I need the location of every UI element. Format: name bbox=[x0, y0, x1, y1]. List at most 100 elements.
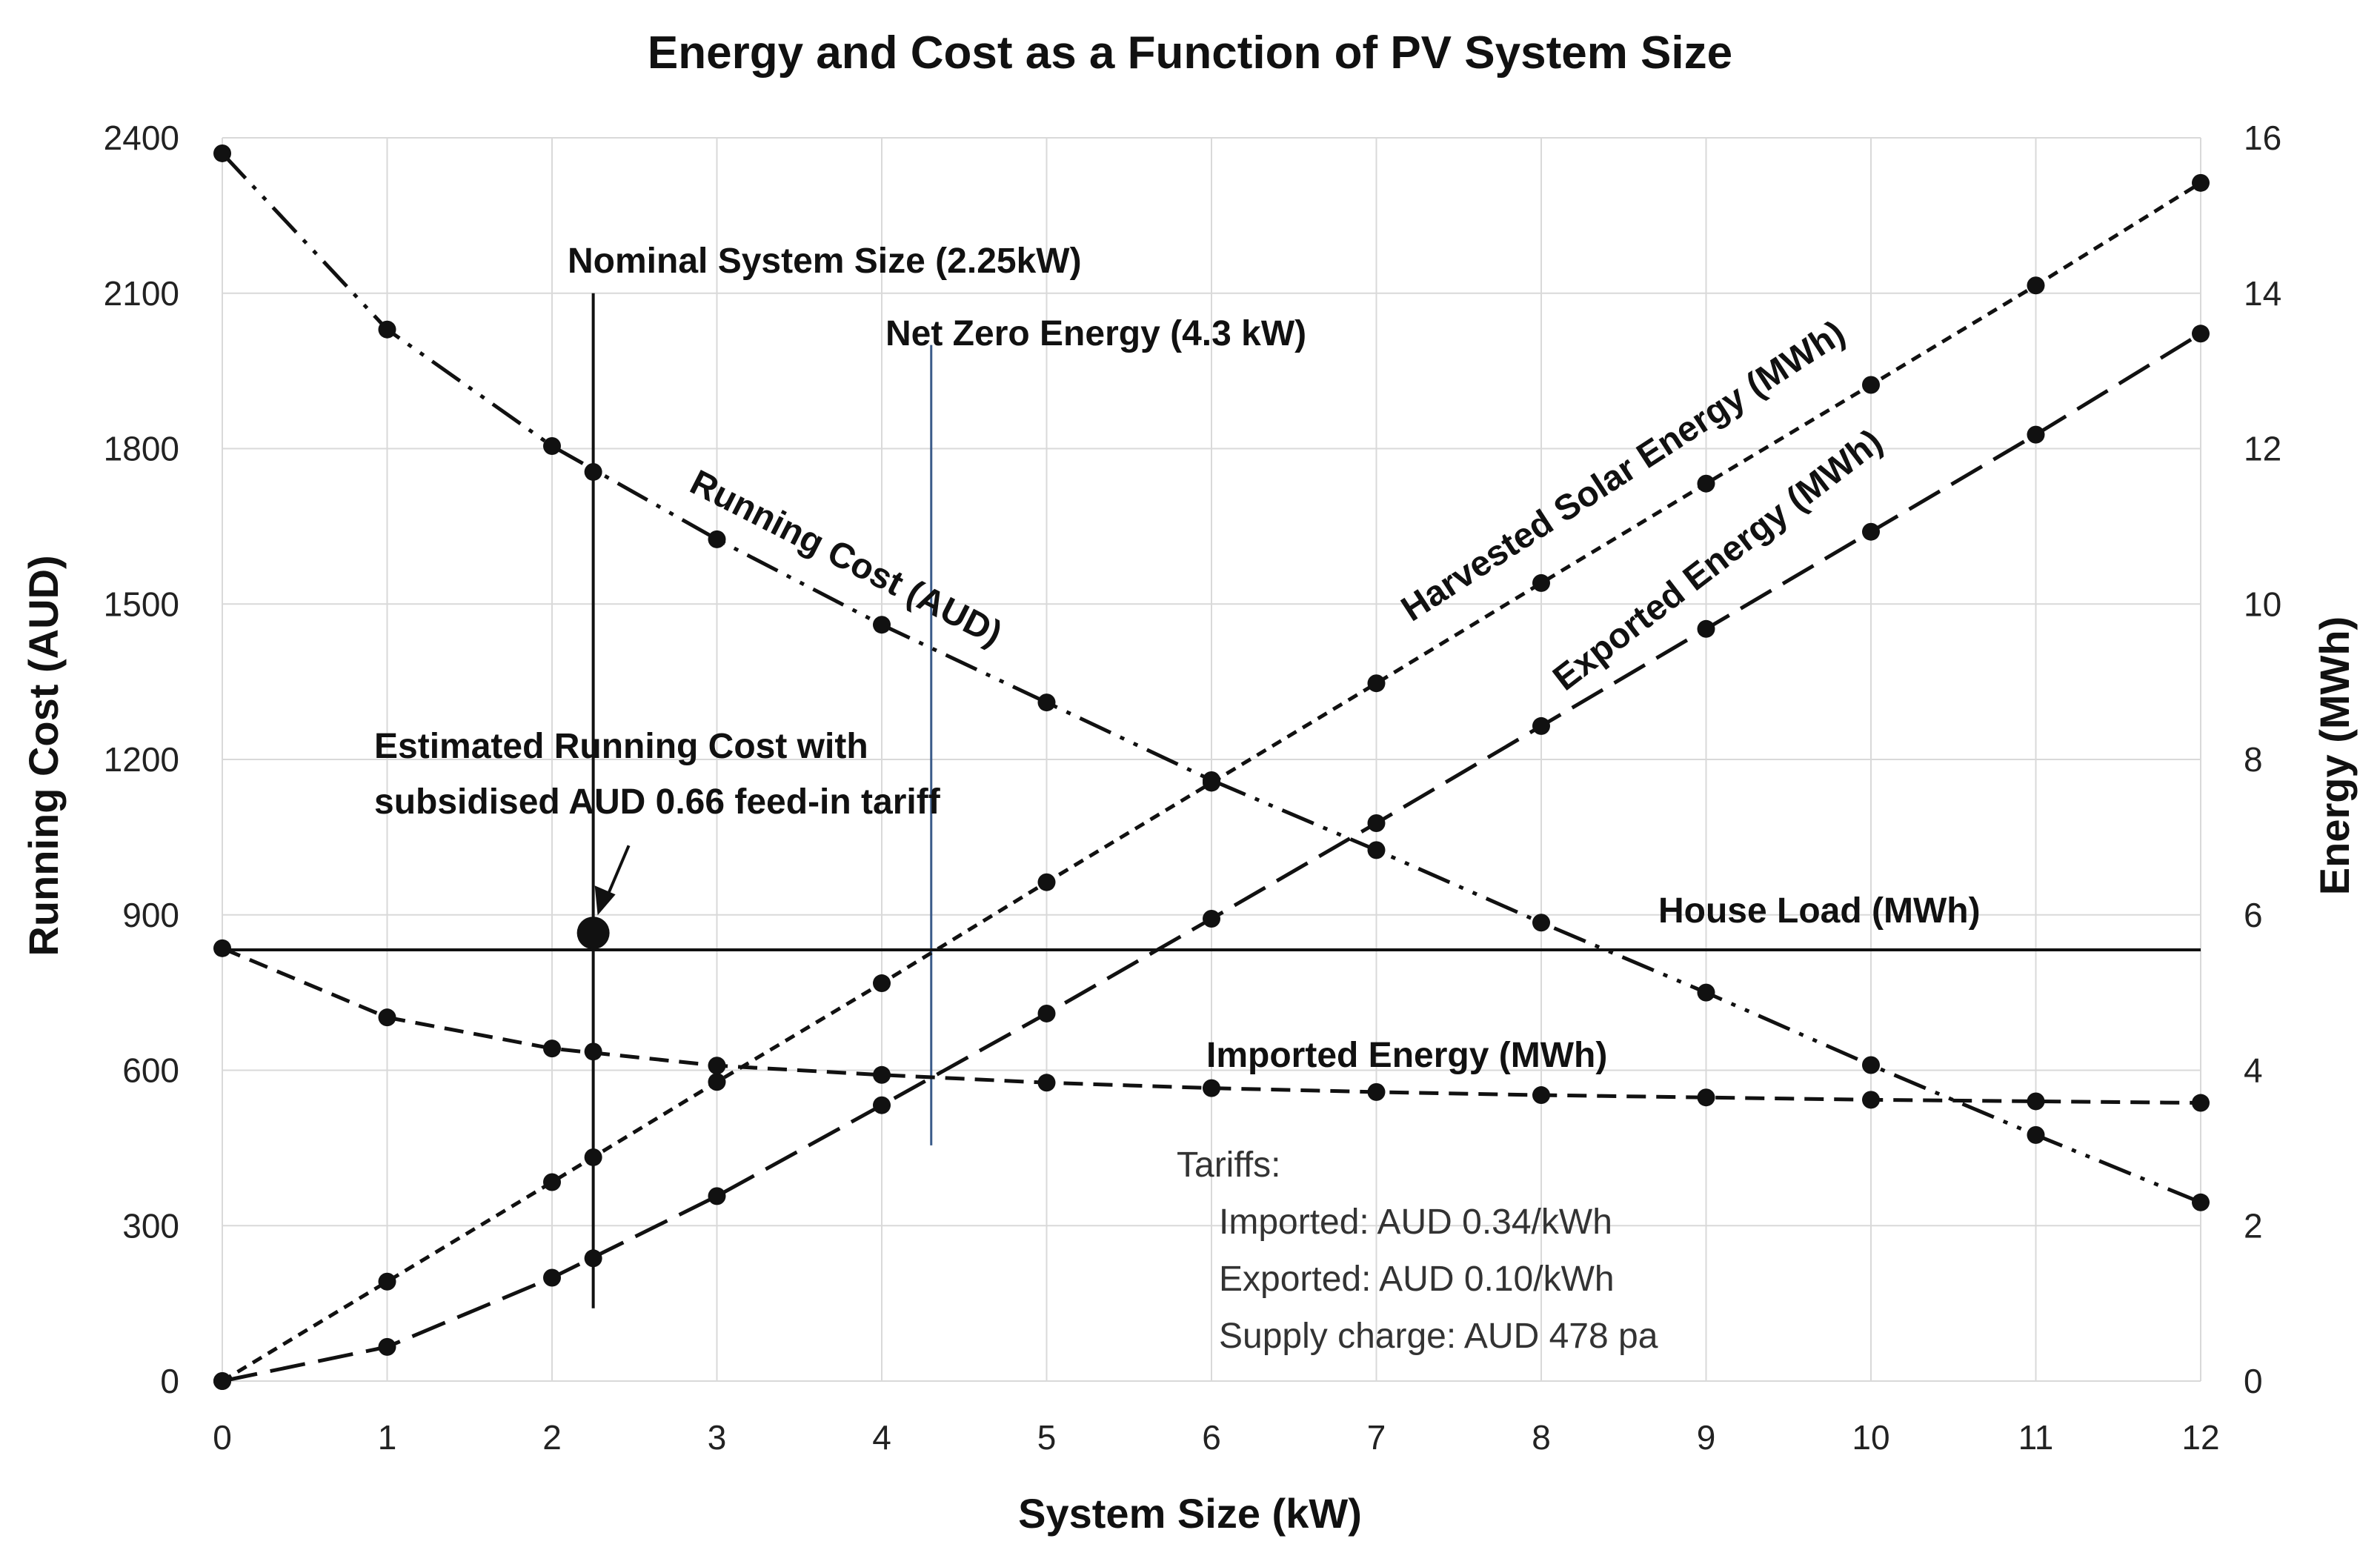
point-s0-8 bbox=[1532, 914, 1550, 932]
point-s0-7 bbox=[1367, 841, 1386, 859]
point-s2-8 bbox=[1532, 716, 1550, 735]
y-tick-label-8: 2400 bbox=[104, 119, 179, 157]
y2-tick-label-3: 6 bbox=[2244, 896, 2263, 934]
y2-tick-label-6: 12 bbox=[2244, 430, 2281, 468]
point-s0-9 bbox=[1697, 983, 1715, 1002]
point-s1-10 bbox=[1862, 376, 1880, 394]
point-s3-7 bbox=[1367, 1082, 1386, 1101]
point-s2-10 bbox=[1862, 522, 1880, 541]
point-s0-2 bbox=[543, 437, 561, 456]
point-s3-11 bbox=[2027, 1092, 2045, 1111]
x-tick-label-1: 1 bbox=[378, 1418, 397, 1457]
point-s2-11 bbox=[2027, 425, 2045, 444]
point-s1-3 bbox=[708, 1073, 726, 1091]
nominal-marker-exported bbox=[584, 1249, 602, 1268]
x-tick-label-11: 11 bbox=[2018, 1418, 2054, 1457]
point-s0-0 bbox=[213, 144, 231, 162]
point-s2-5 bbox=[1037, 1004, 1056, 1022]
point-s2-7 bbox=[1367, 814, 1386, 832]
estimate-label-line1: Estimated Running Cost with bbox=[374, 727, 868, 766]
imported-series-label: Imported Energy (MWh) bbox=[1206, 1036, 1607, 1075]
point-s3-4 bbox=[873, 1065, 891, 1084]
y-tick-label-5: 1500 bbox=[104, 585, 179, 623]
point-s3-0 bbox=[213, 939, 231, 957]
point-s3-8 bbox=[1532, 1086, 1550, 1105]
point-s1-1 bbox=[378, 1272, 396, 1291]
point-s0-5 bbox=[1037, 693, 1056, 712]
data-points bbox=[213, 144, 2210, 1390]
y-tick-label-2: 600 bbox=[122, 1051, 179, 1090]
y-tick-label-6: 1800 bbox=[104, 430, 179, 468]
point-s2-9 bbox=[1697, 619, 1715, 638]
net-zero-label: Net Zero Energy (4.3 kW) bbox=[885, 314, 1306, 353]
point-s1-12 bbox=[2192, 173, 2210, 192]
point-s3-1 bbox=[378, 1008, 396, 1027]
point-s2-0 bbox=[213, 1372, 231, 1390]
point-s0-11 bbox=[2027, 1125, 2045, 1144]
point-s2-3 bbox=[708, 1187, 726, 1205]
x-tick-label-10: 10 bbox=[1852, 1418, 1889, 1457]
y2-tick-label-0: 0 bbox=[2244, 1362, 2263, 1400]
point-s1-4 bbox=[873, 974, 891, 993]
point-s3-10 bbox=[1862, 1091, 1880, 1109]
point-s3-9 bbox=[1697, 1088, 1715, 1107]
nominal-marker-imported bbox=[584, 1042, 602, 1061]
y2-axis-title: Energy (MWh) bbox=[2311, 616, 2358, 895]
point-s1-6 bbox=[1203, 774, 1220, 792]
point-s0-4 bbox=[873, 616, 891, 634]
y-tick-label-0: 0 bbox=[160, 1362, 179, 1400]
y2-tick-label-4: 8 bbox=[2244, 740, 2263, 779]
point-s0-10 bbox=[1862, 1056, 1880, 1074]
x-tick-label-9: 9 bbox=[1697, 1418, 1716, 1457]
point-s3-12 bbox=[2192, 1094, 2210, 1112]
tariff-exported: Exported: AUD 0.10/kWh bbox=[1219, 1260, 1615, 1299]
point-s2-6 bbox=[1203, 909, 1220, 928]
estimate-point bbox=[576, 917, 610, 950]
x-tick-label-3: 3 bbox=[708, 1418, 727, 1457]
tick-labels: 0 1 2 3 4 5 6 7 8 9 10 11 12030060090012001500180021… bbox=[104, 119, 2282, 1457]
y2-tick-label-1: 2 bbox=[2244, 1206, 2263, 1245]
tariff-imported: Imported: AUD 0.34/kWh bbox=[1219, 1203, 1612, 1242]
nominal-size-label: Nominal System Size (2.25kW) bbox=[568, 242, 1082, 281]
point-s3-3 bbox=[708, 1057, 726, 1075]
x-tick-label-12: 12 bbox=[2181, 1418, 2219, 1457]
y2-tick-label-7: 14 bbox=[2244, 274, 2281, 313]
point-s2-12 bbox=[2192, 325, 2210, 343]
x-axis-title: System Size (kW) bbox=[1018, 1490, 1362, 1537]
point-s0-1 bbox=[378, 320, 396, 339]
point-s1-7 bbox=[1367, 674, 1386, 693]
estimate-arrow-head bbox=[594, 885, 616, 916]
point-s2-2 bbox=[543, 1268, 561, 1287]
house-load-series-label: House Load (MWh) bbox=[1658, 891, 1981, 931]
point-s1-11 bbox=[2027, 276, 2045, 295]
x-tick-label-5: 5 bbox=[1037, 1418, 1057, 1457]
y2-tick-label-8: 16 bbox=[2244, 119, 2281, 157]
point-s0-12 bbox=[2192, 1193, 2210, 1211]
x-tick-label-4: 4 bbox=[872, 1418, 891, 1457]
x-tick-label-2: 2 bbox=[542, 1418, 562, 1457]
point-s3-2 bbox=[543, 1040, 561, 1058]
point-s1-8 bbox=[1532, 573, 1550, 592]
reference-lines bbox=[591, 293, 933, 1308]
point-s3-6 bbox=[1203, 1079, 1220, 1097]
nominal-marker-harvested bbox=[584, 1148, 602, 1166]
y-tick-label-3: 900 bbox=[122, 896, 179, 934]
point-s1-2 bbox=[543, 1173, 561, 1191]
y-axis-title: Running Cost (AUD) bbox=[20, 555, 67, 956]
y2-tick-label-5: 10 bbox=[2244, 585, 2281, 623]
point-s1-9 bbox=[1697, 474, 1715, 493]
chart-title: Energy and Cost as a Function of PV Syst… bbox=[648, 27, 1732, 79]
x-tick-label-6: 6 bbox=[1202, 1418, 1221, 1457]
nominal-marker-running_cost bbox=[584, 462, 602, 481]
y-tick-label-4: 1200 bbox=[104, 740, 179, 779]
x-tick-label-7: 7 bbox=[1367, 1418, 1386, 1457]
point-s3-5 bbox=[1037, 1074, 1056, 1092]
point-s0-3 bbox=[708, 530, 726, 548]
x-tick-label-0: 0 bbox=[213, 1418, 232, 1457]
y-tick-label-7: 2100 bbox=[104, 274, 179, 313]
tariff-supply: Supply charge: AUD 478 pa bbox=[1219, 1317, 1658, 1356]
y2-tick-label-2: 4 bbox=[2244, 1051, 2263, 1090]
x-tick-label-8: 8 bbox=[1532, 1418, 1551, 1457]
